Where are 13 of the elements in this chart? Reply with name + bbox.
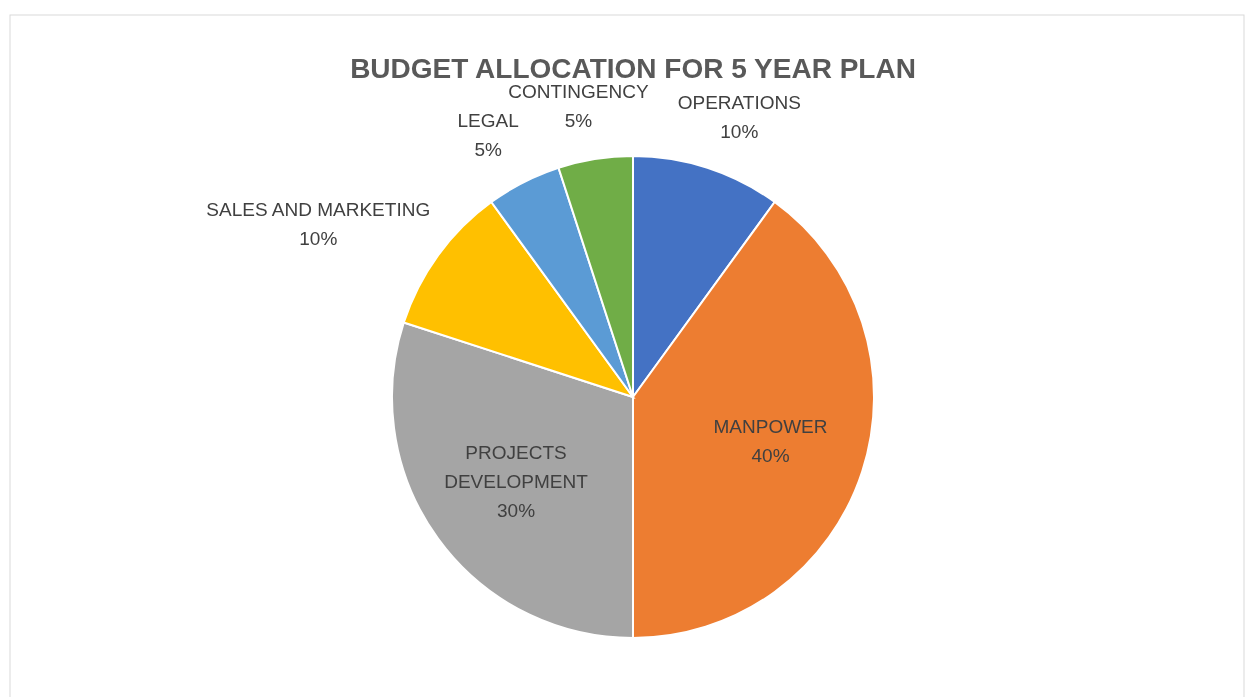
slice-label: MANPOWER <box>713 416 828 438</box>
data-label: 30% <box>497 499 536 521</box>
slice-label: PROJECTS DEVELOPMENT <box>444 441 589 492</box>
slice-label: LEGAL <box>457 109 519 131</box>
slice-label: SALES AND MARKETING <box>206 198 431 220</box>
data-label: 40% <box>751 445 790 467</box>
data-label: 5% <box>474 138 502 160</box>
slice-label: OPERATIONS <box>677 91 801 113</box>
data-label: 10% <box>299 227 338 249</box>
slice-label: CONTINGENCY <box>508 81 649 103</box>
data-label: 5% <box>564 110 593 132</box>
chart-title: BUDGET ALLOCATION FOR 5 YEAR PLAN <box>350 53 916 84</box>
data-label: 10% <box>720 120 759 142</box>
